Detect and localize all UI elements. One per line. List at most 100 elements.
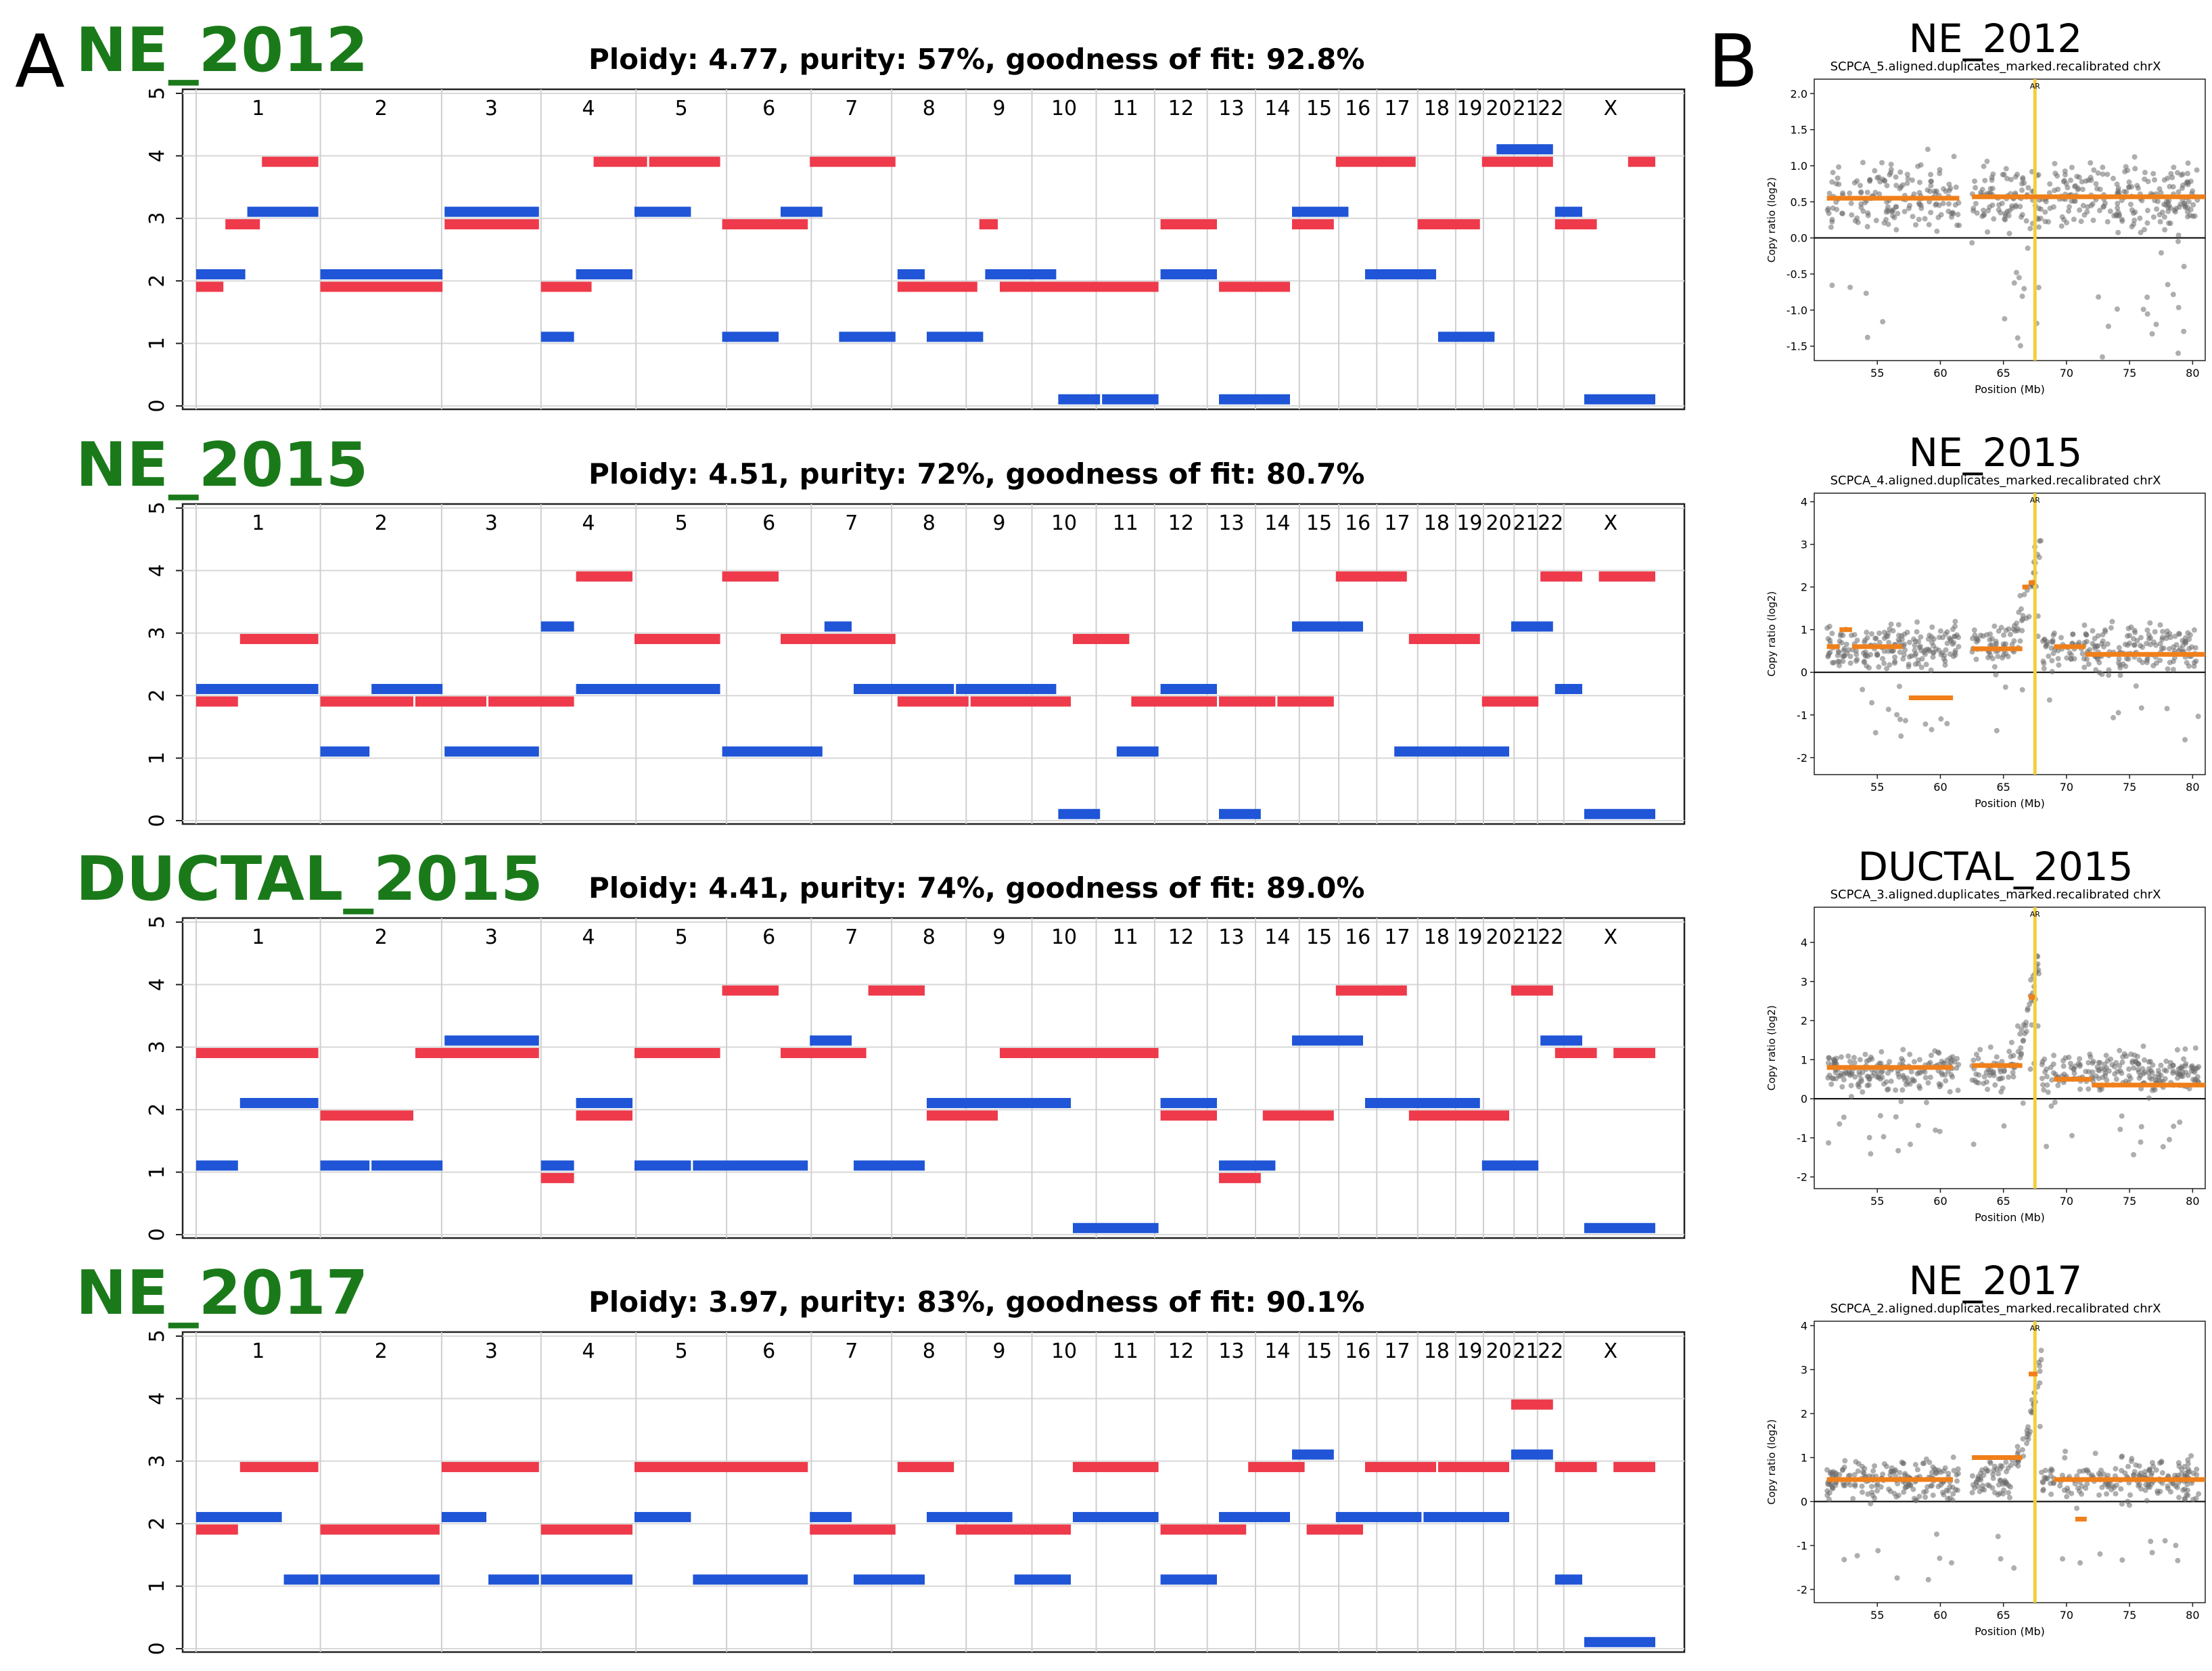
scatter-point (2116, 656, 2122, 662)
scatter-point (1842, 1482, 1848, 1488)
scatter-point (2162, 227, 2168, 233)
scatter-point (2185, 160, 2191, 166)
scatter-point (2043, 1476, 2049, 1482)
scatter-point (1948, 1560, 1954, 1566)
chromosome-label: 15 (1306, 511, 1332, 535)
scatter-point (1836, 181, 1842, 187)
scatter-point (2069, 164, 2075, 170)
chromosome-label: 9 (992, 511, 1005, 535)
chromosome-label: 11 (1113, 511, 1138, 535)
scatter-point (2077, 1086, 2083, 1092)
scatter-point (1869, 1056, 1875, 1062)
scatter-point (2177, 1119, 2183, 1125)
scatter-point (2012, 174, 2019, 180)
minor-allele-segment (1365, 269, 1436, 279)
scatter-point (2024, 1440, 2030, 1446)
scatter-point (2096, 294, 2102, 300)
scatter-point (2001, 1068, 2007, 1074)
scatter-point (2003, 641, 2009, 647)
scatter-point (2182, 737, 2188, 743)
scatter-point (1989, 202, 1996, 208)
scatter-point (2163, 1068, 2169, 1074)
scatter-point (2051, 1053, 2057, 1059)
scatter-point (2187, 212, 2193, 219)
scatter-points (1824, 146, 2201, 360)
scatter-point (1833, 1076, 1839, 1082)
y-tick-label: -0.5 (1787, 268, 1807, 281)
scatter-point (1987, 1044, 1994, 1050)
scatter-point (1853, 658, 1859, 664)
scatter-point (1893, 204, 1899, 210)
scatter-point (1864, 629, 1870, 635)
scatter-point (2115, 710, 2121, 716)
minor-allele-segment (441, 1511, 486, 1522)
scatter-point (1973, 1071, 1979, 1077)
scatter-point (2055, 1082, 2061, 1089)
scatter-point (1887, 1059, 1893, 1065)
minor-allele-segment (1496, 144, 1553, 155)
scatter-point (1872, 1463, 1878, 1469)
major-allele-segment (897, 1462, 954, 1473)
scatter-point (2079, 651, 2086, 657)
scatter-point (1839, 1054, 1845, 1060)
scatter-point (2192, 645, 2198, 651)
y-tick-label: -1.5 (1787, 340, 1807, 353)
scatter-point (2170, 658, 2176, 664)
scatter-point (1987, 631, 1994, 637)
scatter-point (2117, 1047, 2123, 1053)
minor-allele-segment (927, 1097, 1071, 1108)
chromosome-label: 12 (1168, 925, 1194, 949)
scatter-point (2119, 1501, 2125, 1507)
scatter-point (1969, 239, 1975, 246)
scatter-point (2006, 1074, 2012, 1080)
scatter-point (2170, 184, 2176, 190)
scatter-point (2071, 1070, 2077, 1076)
scatter-point (2115, 229, 2121, 235)
major-allele-segment (635, 1462, 808, 1473)
minor-allele-segment (722, 746, 823, 757)
major-allele-segment (1554, 1462, 1597, 1473)
x-tick-label: 70 (2060, 367, 2073, 380)
scatter-point (1896, 683, 1902, 689)
scatter-point (2014, 1444, 2021, 1450)
scatter-point (2144, 1498, 2150, 1504)
scatter-point (1885, 706, 1891, 712)
scatter-point (1955, 1087, 1961, 1093)
scatter-point (1933, 1531, 1939, 1537)
x-tick-label: 75 (2123, 1609, 2136, 1622)
scatter-point (1972, 632, 1978, 638)
minor-allele-segment (540, 1574, 632, 1585)
chromosome-label: 1 (252, 1340, 264, 1363)
scatter-point (1945, 1470, 1952, 1476)
scatter-point (1898, 1099, 1904, 1105)
scatter-point (2126, 179, 2132, 185)
scatter-point (2178, 1066, 2184, 1072)
scatter-point (1973, 656, 1979, 662)
minor-allele-segment (488, 1574, 539, 1585)
minor-allele-segment (956, 683, 1057, 694)
scatter-point (1866, 665, 1872, 671)
scatter-point (2165, 208, 2171, 214)
scatter-point (2019, 187, 2025, 193)
scatter-point (1874, 1488, 1881, 1494)
scatter-point (2055, 656, 2061, 662)
scatter-point (2071, 1066, 2077, 1072)
minor-allele-segment (1481, 1160, 1539, 1171)
scatter-point (2185, 630, 2191, 636)
scatter-point (1989, 177, 1995, 183)
major-allele-segment (956, 1524, 1071, 1535)
scatter-point (2195, 713, 2201, 719)
major-allele-segment (1335, 156, 1416, 167)
scatter-point (1859, 1463, 1865, 1469)
chromosome-label: 19 (1456, 1340, 1482, 1363)
scatter-point (1916, 1493, 1922, 1499)
scatter-point (1918, 634, 1924, 640)
scatter-point (1862, 649, 1868, 656)
scatter-point (1944, 720, 1950, 727)
scatter-point (1917, 643, 1923, 649)
scatter-point (1935, 214, 1941, 221)
scatter-point (2167, 1059, 2173, 1066)
scatter-point (2075, 185, 2081, 191)
scatter-point (1903, 1082, 1909, 1088)
major-allele-segment (722, 571, 779, 582)
